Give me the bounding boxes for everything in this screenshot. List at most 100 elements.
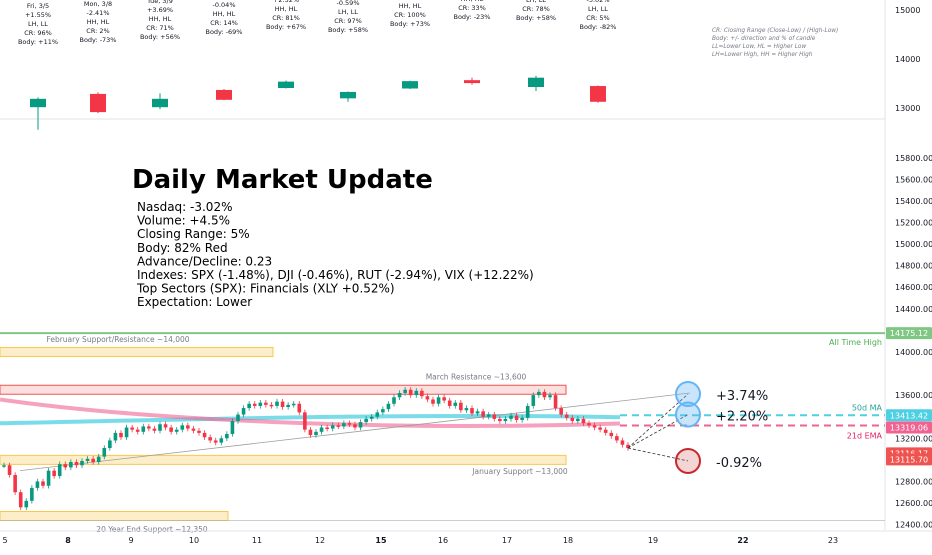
day-label-3-3: CR: 14% bbox=[210, 19, 238, 27]
level-label-4: 20 Year End Support ~12,350 bbox=[96, 525, 208, 534]
day-label-5-4: Body: +58% bbox=[328, 26, 368, 34]
trend-line bbox=[19, 392, 691, 472]
price-candle-57 bbox=[319, 427, 324, 432]
price-candle-6 bbox=[35, 481, 40, 488]
day-candle-2 bbox=[152, 98, 168, 108]
x-tick-9: 9 bbox=[128, 536, 133, 545]
day-label-2-3: CR: 71% bbox=[146, 24, 174, 32]
day-label-6-3: CR: 100% bbox=[394, 11, 426, 19]
price-candle-76 bbox=[425, 396, 430, 400]
day-label-5-3: CR: 97% bbox=[334, 17, 362, 25]
price-candle-84 bbox=[470, 408, 474, 414]
price-candle-88 bbox=[492, 414, 497, 419]
day-label-2-2: HH, HL bbox=[149, 15, 172, 23]
price-candle-86 bbox=[481, 411, 485, 417]
level-label-1: February Support/Resistance ~14,000 bbox=[46, 335, 189, 344]
time-axis[interactable]: 5 8 9 10 11 12 15 16 17 18 19 22 23 bbox=[0, 530, 932, 545]
day-label-6-1: +1.05% bbox=[397, 0, 423, 1]
price-candle-42 bbox=[236, 414, 240, 422]
x-tick-17: 17 bbox=[502, 536, 512, 545]
price-candle-79 bbox=[442, 397, 446, 401]
price-candle-74 bbox=[414, 390, 419, 396]
stat-line-6: Top Sectors (SPX): Financials (XLY +0.52… bbox=[136, 282, 395, 296]
main-y-tick-14: 12400.00 bbox=[895, 521, 932, 530]
main-y-tick-12: 12800.00 bbox=[895, 477, 932, 486]
price-candle-102 bbox=[570, 417, 575, 422]
day-label-9-4: Body: -82% bbox=[580, 23, 617, 31]
price-candle-61 bbox=[342, 423, 346, 427]
x-tick-8: 8 bbox=[65, 536, 71, 545]
main-y-tick-3: 15200.00 bbox=[895, 219, 932, 228]
annotation-text: Daily Market Update Nasdaq: -3.02%Volume:… bbox=[132, 165, 534, 309]
mini-y-tick-1: 14000 bbox=[895, 55, 920, 64]
price-candle-59 bbox=[330, 425, 335, 429]
day-label-1-3: CR: 2% bbox=[86, 27, 109, 35]
day-label-9-3: CR: 5% bbox=[586, 14, 609, 22]
tag-ma50-bg bbox=[886, 409, 932, 422]
x-tick-22: 22 bbox=[737, 536, 748, 545]
price-candle-14 bbox=[80, 460, 84, 466]
day-label-6-2: HH, HL bbox=[399, 2, 422, 10]
day-label-3-4: Body: -69% bbox=[206, 28, 243, 36]
day-label-3-1: -0.04% bbox=[213, 1, 236, 9]
price-candle-11 bbox=[63, 464, 68, 468]
stat-line-1: Volume: +4.5% bbox=[137, 214, 230, 228]
legend-note-2: LL=Lower Low, HL = Higher Low bbox=[712, 44, 806, 50]
price-candle-95 bbox=[531, 395, 536, 406]
price-candle-96 bbox=[537, 391, 541, 396]
x-tick-18: 18 bbox=[563, 536, 573, 545]
main-y-tick-4: 15000.00 bbox=[895, 240, 932, 249]
day-label-5-2: LH, LL bbox=[338, 8, 358, 16]
scenario-circle-1 bbox=[675, 401, 701, 428]
price-candle-43 bbox=[241, 408, 246, 415]
main-y-tick-1: 15600.00 bbox=[895, 175, 932, 184]
price-candle-56 bbox=[314, 431, 318, 436]
day-label-1-1: -2.41% bbox=[87, 9, 110, 17]
price-candle-83 bbox=[464, 408, 469, 411]
price-candle-3 bbox=[18, 492, 23, 508]
price-candle-78 bbox=[436, 397, 441, 404]
x-tick-11: 11 bbox=[252, 536, 262, 545]
price-candle-101 bbox=[564, 414, 569, 418]
tag-ema21-bg bbox=[886, 421, 932, 434]
level-label-2: March Resistance ~13,600 bbox=[426, 373, 527, 382]
day-label-0-1: +1.55% bbox=[25, 11, 51, 19]
price-candle-50 bbox=[280, 401, 285, 407]
price-candle-33 bbox=[186, 425, 190, 429]
scenario-path-2 bbox=[627, 447, 689, 462]
ema21-label: 21d EMA bbox=[847, 431, 883, 440]
grid-layer bbox=[0, 0, 886, 530]
price-candle-89 bbox=[498, 418, 502, 422]
price-candle-27 bbox=[152, 428, 157, 431]
price-candle-13 bbox=[74, 462, 79, 466]
price-candle-72 bbox=[403, 389, 407, 393]
price-candle-90 bbox=[503, 418, 508, 422]
price-candle-63 bbox=[353, 424, 357, 428]
price-candle-75 bbox=[420, 390, 424, 397]
price-candle-7 bbox=[41, 481, 45, 486]
stat-line-2: Closing Range: 5% bbox=[137, 227, 250, 241]
level-label-3: January Support ~13,000 bbox=[471, 467, 568, 476]
price-candle-54 bbox=[303, 412, 307, 430]
price-candle-81 bbox=[453, 402, 458, 406]
price-candle-77 bbox=[431, 399, 435, 404]
price-candle-87 bbox=[486, 414, 491, 417]
price-candle-49 bbox=[275, 401, 279, 406]
level-zone-2 bbox=[0, 384, 567, 395]
tag-ma50-text: 13413.42 bbox=[890, 411, 928, 420]
day-candle-7 bbox=[464, 80, 480, 84]
price-candle-24 bbox=[135, 429, 140, 432]
x-tick-15: 15 bbox=[375, 536, 387, 545]
price-candle-104 bbox=[581, 418, 586, 424]
price-candle-2 bbox=[13, 474, 17, 493]
price-candle-69 bbox=[386, 403, 391, 410]
legend-note-1: Body: +/- direction and % of candle bbox=[712, 36, 816, 42]
price-axis[interactable]: 15000 14000 13000 15800.00 15600.00 15400.00 1… bbox=[886, 6, 932, 530]
day-candle-8 bbox=[528, 77, 544, 88]
price-candle-107 bbox=[598, 427, 602, 430]
day-candle-6 bbox=[402, 81, 418, 89]
chart-title: Daily Market Update bbox=[132, 165, 433, 195]
day-candle-9 bbox=[590, 86, 606, 102]
day-candle-1 bbox=[90, 93, 106, 113]
